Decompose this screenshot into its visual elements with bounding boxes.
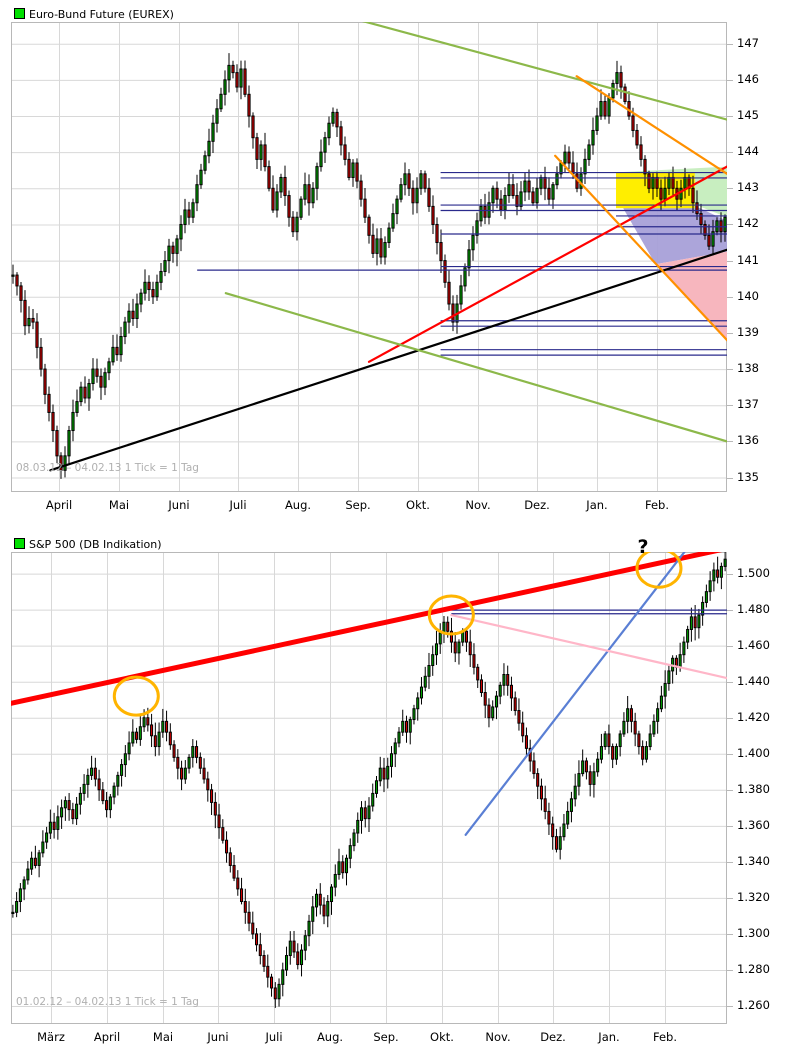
y-axis-tick-label: 1.280 (737, 961, 770, 976)
x-axis-tick-label: Aug. (284, 498, 312, 512)
y-axis-tick-label: 1.500 (737, 565, 770, 580)
chart-canvas-euro-bund (11, 22, 727, 492)
y-axis-tick-label: 1.380 (737, 781, 770, 796)
y-axis-tick-mark (727, 369, 733, 371)
x-axis-tick-label: Sep. (373, 1030, 399, 1044)
x-axis-tick-label: Juli (265, 1030, 283, 1044)
chart-title-text: Euro-Bund Future (EUREX) (29, 8, 174, 21)
range-note-euro-bund: 08.03.12 – 04.02.13 1 Tick = 1 Tag (16, 462, 199, 474)
y-axis-tick-mark (727, 224, 733, 226)
chart-title-sp500: S&P 500 (DB Indikation) (14, 538, 162, 551)
chart-title-text: S&P 500 (DB Indikation) (29, 538, 162, 551)
series-color-swatch-icon (14, 538, 25, 549)
x-axis-tick-label: Okt. (406, 498, 430, 512)
y-axis-tick-mark (727, 861, 733, 863)
y-axis-tick-mark (727, 405, 733, 407)
x-axis-tick-label: Jan. (598, 1030, 620, 1044)
x-axis-tick-label: Juni (207, 1030, 229, 1044)
plot-area-sp500 (11, 552, 727, 1024)
y-axis-tick-mark (727, 933, 733, 935)
y-axis-tick-mark (727, 296, 733, 298)
range-note-sp500: 01.02.12 – 04.02.13 1 Tick = 1 Tag (16, 996, 199, 1008)
x-axis-tick-label: Mai (108, 498, 130, 512)
y-axis-tick-mark (727, 717, 733, 719)
y-axis-tick-mark (727, 1005, 733, 1007)
question-annotation: ? (637, 536, 649, 559)
y-axis-tick-label: 1.420 (737, 709, 770, 724)
y-axis-tick-label: 1.400 (737, 745, 770, 760)
y-axis-tick-mark (727, 609, 733, 611)
y-axis-tick-mark (727, 116, 733, 117)
y-axis-tick-mark (727, 188, 733, 190)
y-axis-tick-label: 142 (737, 216, 759, 231)
y-axis-tick-mark (727, 969, 733, 971)
y-axis-tick-label: 139 (737, 324, 759, 339)
y-axis-tick-label: 137 (737, 397, 759, 412)
y-axis-tick-mark (727, 441, 733, 443)
y-axis-tick-mark (727, 332, 733, 334)
y-axis-tick-mark (727, 152, 733, 154)
y-axis-tick-label: 144 (737, 144, 759, 159)
y-axis-tick-mark (727, 477, 733, 479)
chart-title-euro-bund: Euro-Bund Future (EUREX) (14, 8, 174, 21)
y-axis-tick-mark (727, 753, 733, 755)
chart-canvas-sp500 (11, 552, 727, 1024)
x-axis-tick-label: April (93, 1030, 121, 1044)
x-axis-tick-label: Aug. (316, 1030, 344, 1044)
x-axis-tick-label: Juli (229, 498, 247, 512)
x-axis-tick-label: Nov. (485, 1030, 511, 1044)
x-axis-tick-label: Dez. (524, 498, 550, 512)
y-axis-tick-label: 1.360 (737, 817, 770, 832)
chart-panel-euro-bund: Euro-Bund Future (EUREX) 08.03.12 – 04.0… (0, 0, 788, 530)
x-axis-tick-label: Juni (168, 498, 190, 512)
x-axis-tick-label: Feb. (652, 1030, 678, 1044)
plot-area-euro-bund (11, 22, 727, 492)
y-axis-tick-mark (727, 897, 733, 899)
y-axis-tick-label: 1.320 (737, 889, 770, 904)
y-axis-tick-mark (727, 789, 733, 791)
y-axis-tick-mark (727, 681, 733, 683)
x-axis-tick-label: Dez. (540, 1030, 566, 1044)
y-axis-tick-label: 136 (737, 433, 759, 448)
y-axis-tick-label: 147 (737, 35, 759, 50)
y-axis-tick-label: 141 (737, 252, 759, 267)
y-axis-tick-mark (727, 573, 733, 575)
x-axis-tick-label: Feb. (644, 498, 670, 512)
x-axis-tick-label: Mai (152, 1030, 174, 1044)
y-axis-tick-label: 1.260 (737, 997, 770, 1012)
y-axis-tick-label: 138 (737, 361, 759, 376)
y-axis-tick-mark (727, 825, 733, 827)
y-axis-tick-label: 1.480 (737, 601, 770, 616)
y-axis-tick-mark (727, 260, 733, 262)
y-axis-tick-mark (727, 79, 733, 81)
y-axis-tick-label: 1.300 (737, 925, 770, 940)
y-axis-tick-label: 1.440 (737, 673, 770, 688)
series-color-swatch-icon (14, 8, 25, 19)
y-axis-tick-label: 140 (737, 288, 759, 303)
x-axis-tick-label: Nov. (465, 498, 491, 512)
y-axis-tick-label: 1.460 (737, 637, 770, 652)
chart-panel-sp500: S&P 500 (DB Indikation) ? 01.02.12 – 04.… (0, 530, 788, 1064)
x-axis-tick-label: März (37, 1030, 65, 1044)
y-axis-tick-label: 143 (737, 180, 759, 195)
y-axis-tick-label: 145 (737, 108, 759, 122)
x-axis-tick-label: Okt. (430, 1030, 454, 1044)
y-axis-tick-label: 146 (737, 71, 759, 86)
y-axis-tick-label: 1.340 (737, 853, 770, 868)
x-axis-tick-label: Sep. (345, 498, 371, 512)
y-axis-tick-mark (727, 43, 733, 45)
x-axis-tick-label: Jan. (586, 498, 608, 512)
y-axis-tick-label: 135 (737, 469, 759, 484)
y-axis-tick-mark (727, 645, 733, 647)
x-axis-tick-label: April (45, 498, 73, 512)
